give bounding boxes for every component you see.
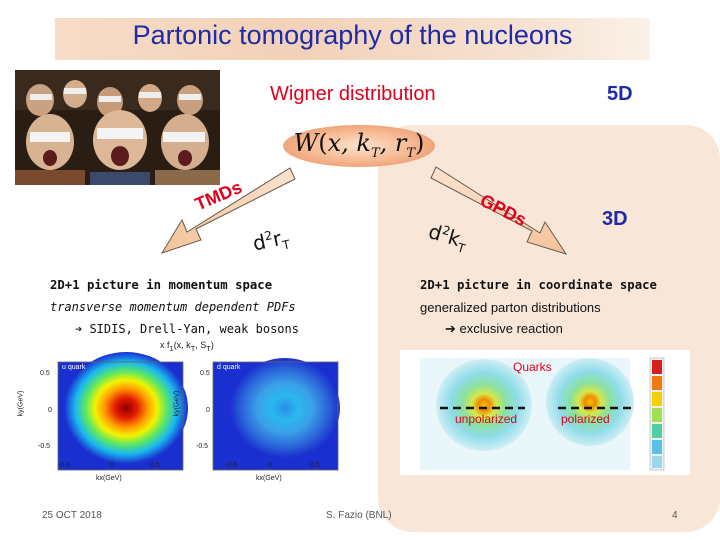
dimension-3d: 3D bbox=[602, 208, 628, 230]
audience-3d-glasses-photo bbox=[15, 70, 220, 185]
tmd-density-plots bbox=[57, 352, 340, 471]
polarized-label: polarized bbox=[561, 412, 610, 426]
tmd-plot-title: x f1(x, kT, ST) bbox=[160, 340, 214, 353]
tick-0-b: 0 bbox=[206, 407, 210, 414]
tmd-description: transverse momentum dependent PDFs bbox=[50, 300, 296, 314]
quarks-label: Quarks bbox=[513, 360, 552, 374]
kx-label-b: kx(GeV) bbox=[256, 475, 282, 482]
left-arrow bbox=[160, 167, 296, 254]
tick-0.5-b: 0.5 bbox=[200, 370, 210, 377]
tick-0.5-a: 0.5 bbox=[40, 370, 50, 377]
ky-label-a: ky(GeV) bbox=[17, 390, 25, 417]
x-tick-neg0.5-a: -0.5 bbox=[58, 462, 71, 469]
slide-title: Partonic tomography of the nucleons bbox=[132, 20, 573, 50]
x-tick-neg0.5-b: -0.5 bbox=[225, 462, 238, 469]
gpd-process: ➔ exclusive reaction bbox=[445, 321, 563, 336]
x-tick-0.5-a: 0.5 bbox=[150, 462, 160, 469]
x-tick-0-a: 0 bbox=[110, 462, 114, 469]
u-quark-label: u quark bbox=[62, 364, 86, 371]
momentum-space-heading: 2D+1 picture in momentum space bbox=[50, 278, 273, 292]
footer-date: 25 OCT 2018 bbox=[42, 510, 102, 521]
footer-page-number: 4 bbox=[672, 510, 678, 521]
tick-neg0.5-b: -0.5 bbox=[196, 443, 209, 450]
tmd-processes: ➔ SIDIS, Drell-Yan, weak bosons bbox=[75, 322, 299, 336]
right-arrow bbox=[430, 166, 568, 255]
coordinate-space-heading: 2D+1 picture in coordinate space bbox=[420, 278, 657, 292]
tick-0-a: 0 bbox=[48, 407, 52, 414]
unpolarized-label: unpolarized bbox=[455, 412, 518, 426]
gpd-density-plots bbox=[400, 350, 690, 475]
wigner-formula-ellipse bbox=[283, 125, 435, 167]
footer-author: S. Fazio (BNL) bbox=[326, 510, 392, 521]
dimension-5d: 5D bbox=[607, 83, 633, 105]
x-tick-0-b: 0 bbox=[268, 462, 272, 469]
wigner-formula: W(x, kT, rT) bbox=[293, 129, 425, 161]
d-quark-label: d quark bbox=[217, 364, 241, 371]
tick-neg0.5-a: -0.5 bbox=[38, 443, 51, 450]
gpd-description: generalized parton distributions bbox=[420, 300, 601, 315]
kx-label-a: kx(GeV) bbox=[96, 475, 122, 482]
x-tick-0.5-b: 0.5 bbox=[310, 462, 320, 469]
ky-label-b: ky(GeV) bbox=[173, 390, 181, 417]
title-bar bbox=[55, 18, 650, 60]
wigner-heading: Wigner distribution bbox=[270, 83, 436, 105]
